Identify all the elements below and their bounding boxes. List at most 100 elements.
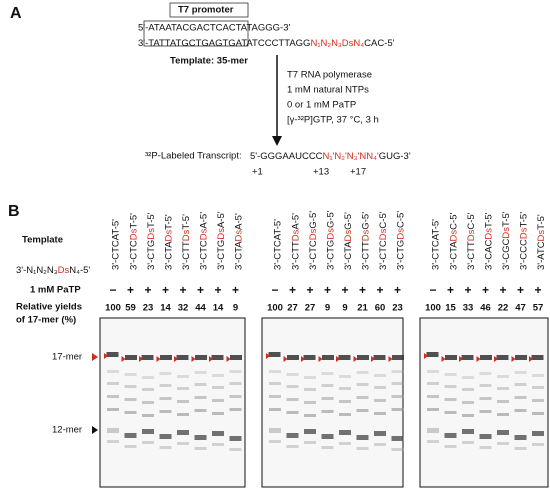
band [177, 400, 189, 403]
band [286, 411, 299, 414]
band [339, 387, 351, 390]
band [356, 371, 369, 374]
band [177, 413, 189, 416]
band [142, 376, 154, 379]
band [194, 435, 207, 440]
top-strand: 5'-ATAATACGACTCACTATAGGG-3' [138, 23, 290, 34]
band [339, 375, 351, 378]
band [159, 384, 172, 387]
band [212, 374, 224, 377]
yield: 46 [480, 303, 491, 314]
band [356, 383, 369, 386]
band [444, 373, 457, 376]
band [304, 388, 316, 391]
band-marker [92, 353, 98, 361]
band-arrow [174, 356, 178, 362]
yield: 14 [213, 303, 224, 314]
band [427, 428, 439, 433]
band [339, 413, 351, 416]
band-arrow [121, 356, 126, 362]
band [374, 431, 386, 436]
band [427, 382, 439, 385]
band [462, 388, 474, 391]
patp-sign: + [162, 283, 169, 297]
band [269, 408, 281, 411]
band [321, 410, 334, 413]
yield: 32 [178, 303, 189, 314]
promoter-label: T7 promoter [178, 5, 234, 16]
band [321, 446, 334, 449]
band [159, 397, 172, 400]
patp-sign: + [179, 283, 186, 297]
band [286, 398, 299, 401]
yield: 59 [125, 303, 136, 314]
band [322, 355, 334, 360]
yield: 47 [515, 303, 526, 314]
band [479, 446, 492, 449]
band [107, 395, 119, 398]
patp-sign: + [144, 283, 151, 297]
yield: 9 [342, 303, 347, 314]
gel [99, 317, 246, 488]
band [497, 442, 509, 445]
band [497, 430, 509, 435]
template-seq: 3'-CTCAT-5' [273, 219, 284, 270]
band [391, 370, 404, 373]
template-header: Template [22, 235, 63, 246]
band [303, 355, 316, 360]
band [142, 401, 154, 404]
band-label: 12-mer [52, 425, 82, 436]
band [212, 443, 224, 446]
yield: 21 [357, 303, 368, 314]
band [356, 435, 369, 440]
band [212, 412, 224, 415]
band [229, 448, 242, 451]
panel-label: B [8, 203, 20, 220]
band [339, 400, 351, 403]
patp-sign: + [197, 283, 204, 297]
yield: 33 [463, 303, 474, 314]
band [304, 414, 316, 417]
band [159, 372, 172, 375]
band [177, 387, 189, 390]
band [211, 355, 224, 360]
band-arrow [336, 356, 340, 362]
template-seq: 3'-CTADsA-5' [233, 213, 244, 270]
band [229, 370, 242, 373]
band [177, 430, 189, 435]
band-arrow [191, 356, 196, 362]
patp-sign: + [376, 283, 383, 297]
band [194, 371, 207, 374]
band-arrow [209, 356, 213, 362]
yield-label: of 17-mer (%) [16, 315, 76, 326]
band [462, 376, 474, 379]
band [514, 371, 527, 374]
patp-sign: + [306, 283, 313, 297]
band [194, 409, 207, 412]
template-seq: 3'-CTCAT-5' [431, 219, 442, 270]
band [269, 382, 281, 385]
band [269, 395, 281, 398]
patp-sign: + [341, 283, 348, 297]
band [391, 382, 404, 385]
band [479, 397, 492, 400]
template-seq: 3'-CGCDsT-5' [501, 211, 512, 270]
band [374, 443, 386, 446]
band [304, 376, 316, 379]
band-arrow [441, 356, 446, 362]
band [304, 401, 316, 404]
band-arrow [494, 356, 498, 362]
patp-sign: + [127, 283, 134, 297]
yield: 23 [392, 303, 403, 314]
patp-label: 1 mM PaTP [30, 285, 81, 296]
yield: 100 [105, 303, 121, 314]
band [107, 428, 119, 433]
band [392, 355, 404, 360]
band [356, 396, 369, 399]
position: +17 [350, 167, 366, 178]
band [497, 413, 509, 416]
band [444, 398, 457, 401]
band [391, 436, 404, 441]
band [479, 372, 492, 375]
